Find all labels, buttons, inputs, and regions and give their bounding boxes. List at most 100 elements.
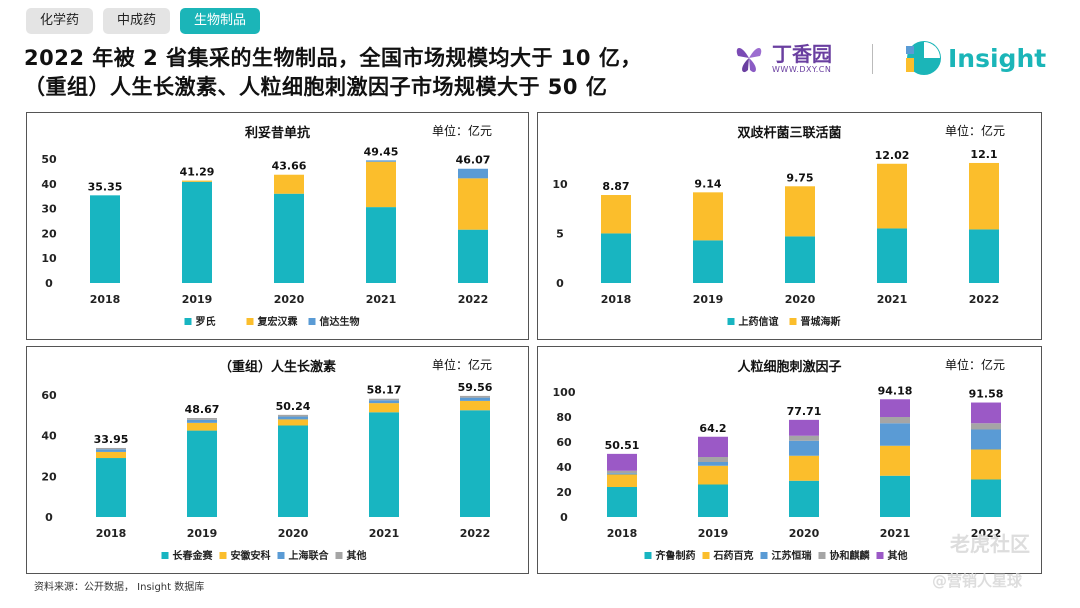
bar-segment: [877, 163, 907, 229]
bar-segment: [607, 453, 637, 471]
bar-segment: [880, 417, 910, 424]
chart-title: （重组）人生长激素: [219, 359, 336, 375]
bar-segment: [366, 160, 396, 162]
bar-segment: [458, 178, 488, 230]
legend-label: 上药信谊: [739, 315, 779, 328]
tab-biologics[interactable]: 生物制品: [180, 8, 261, 34]
legend-label: 长春金赛: [173, 549, 214, 562]
x-tick-label: 2020: [274, 293, 305, 306]
legend-label: 罗氏: [196, 315, 216, 328]
watermark-text-1: 老虎社区: [950, 532, 1030, 556]
legend-swatch: [644, 552, 652, 559]
bar-segment: [880, 399, 910, 417]
legend-swatch: [277, 552, 285, 559]
chart-title: 利妥昔单抗: [245, 125, 310, 141]
chart-svg: 双歧杆菌三联活菌 单位：亿元 0 5 10 8.87 2018 9.14 2019 9.75 202…: [552, 123, 1005, 328]
x-tick-label: 2022: [458, 293, 489, 306]
bar-segment: [971, 402, 1001, 424]
bar-segment: [698, 465, 728, 485]
x-tick-label: 2018: [601, 293, 632, 306]
bar-segment: [789, 419, 819, 436]
bar-segment: [601, 195, 631, 234]
bar-segment: [96, 449, 126, 452]
y-tick-label: 20: [41, 227, 57, 240]
bar-segment: [96, 451, 126, 459]
y-tick-label: 20: [556, 486, 572, 499]
legend-label: 齐鲁制药: [656, 549, 696, 562]
chart-panel-rituximab: 利妥昔单抗 单位：亿元 0 10 20 30 40 50 35.35 2018 41.29 2019 4…: [26, 112, 529, 340]
bar-segment: [971, 479, 1001, 517]
bar-segment: [789, 480, 819, 517]
bar-segment: [789, 440, 819, 456]
bar-segment: [969, 229, 999, 283]
chart-svg: （重组）人生长激素 单位：亿元 0 20 40 60 33.95 2018 48.67 2019 5…: [41, 357, 492, 562]
y-tick-label: 40: [41, 178, 57, 191]
legend-label: 协和麒麟: [830, 549, 871, 562]
bar-segment: [182, 180, 212, 182]
dxy-logo-en: WWW.DXY.CN: [772, 64, 832, 74]
bar-segment: [601, 233, 631, 283]
x-tick-label: 2020: [789, 527, 820, 540]
y-tick-label: 60: [41, 389, 57, 402]
bar-segment: [693, 192, 723, 241]
legend-swatch: [219, 552, 227, 559]
logo-divider: [872, 44, 873, 74]
legend-swatch: [702, 552, 710, 559]
total-label: 9.14: [694, 177, 721, 190]
chart-panel-gcsf: 人粒细胞刺激因子 单位：亿元 0 20 40 60 80 100 50.51 2018 64.2 20…: [537, 346, 1042, 574]
tab-chinese-medicine[interactable]: 中成药: [103, 8, 171, 34]
bar-segment: [971, 429, 1001, 450]
bar-segment: [187, 422, 217, 431]
bar-segment: [460, 397, 490, 401]
tab-chemical-drugs[interactable]: 化学药: [26, 8, 94, 34]
bar-segment: [187, 418, 217, 420]
bar-segment: [96, 458, 126, 517]
y-tick-label: 80: [556, 411, 572, 424]
total-label: 46.07: [456, 154, 491, 167]
legend-label: 上海联合: [289, 549, 330, 562]
bar-segment: [366, 161, 396, 208]
total-label: 58.17: [367, 384, 402, 397]
bar-segment: [460, 410, 490, 517]
total-label: 49.45: [364, 145, 399, 158]
bar-segment: [607, 474, 637, 487]
bar-segment: [182, 181, 212, 283]
legend-swatch: [246, 318, 254, 325]
unit-label: 单位：亿元: [945, 123, 1005, 138]
y-tick-label: 40: [556, 461, 572, 474]
total-label: 33.95: [94, 433, 129, 446]
bar-segment: [693, 240, 723, 283]
total-label: 50.51: [605, 439, 640, 452]
bar-segment: [877, 228, 907, 283]
insight-logo: Insight: [902, 38, 1046, 78]
total-label: 64.2: [699, 422, 726, 435]
bar-segment: [274, 193, 304, 283]
legend-swatch: [876, 552, 884, 559]
unit-label: 单位：亿元: [945, 357, 1005, 372]
legend-swatch: [335, 552, 343, 559]
chart-title: 人粒细胞刺激因子: [737, 359, 841, 375]
bar-segment: [880, 423, 910, 446]
legend-label: 江苏恒瑞: [772, 549, 812, 562]
bar-segment: [90, 195, 120, 283]
legend-label: 信达生物: [320, 315, 360, 328]
bar-segment: [698, 484, 728, 517]
bar-segment: [789, 455, 819, 481]
chart-svg: 利妥昔单抗 单位：亿元 0 10 20 30 40 50 35.35 2018 41.29 2019 4…: [41, 123, 492, 328]
bar-segment: [880, 475, 910, 517]
x-tick-label: 2018: [96, 527, 127, 540]
bar-segment: [187, 419, 217, 423]
x-tick-label: 2022: [971, 527, 1002, 540]
chart-panel-bifidobacterium: 双歧杆菌三联活菌 单位：亿元 0 5 10 8.87 2018 9.14 2019 9.75 202…: [537, 112, 1042, 340]
bar-segment: [969, 162, 999, 230]
total-label: 35.35: [88, 180, 123, 193]
unit-label: 单位：亿元: [432, 123, 492, 138]
y-tick-label: 0: [560, 511, 568, 524]
x-tick-label: 2019: [182, 293, 213, 306]
bar-segment: [369, 412, 399, 517]
page-title: 2022 年被 2 省集采的生物制品，全国市场规模均大于 10 亿， （重组）人…: [24, 44, 642, 102]
title-line-2: （重组）人生长激素、人粒细胞刺激因子市场规模大于 50 亿: [24, 75, 608, 99]
chart-panel-growth-hormone: （重组）人生长激素 单位：亿元 0 20 40 60 33.95 2018 48.67 2019 5…: [26, 346, 529, 574]
legend-swatch: [760, 552, 768, 559]
x-tick-label: 2020: [785, 293, 816, 306]
